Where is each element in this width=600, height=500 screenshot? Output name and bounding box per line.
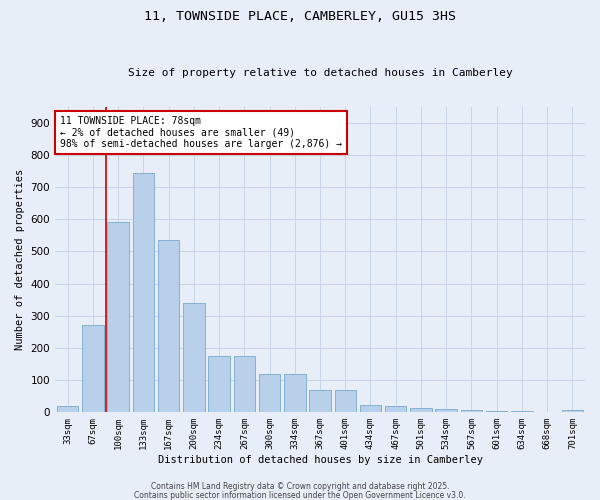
Bar [183,303,205,412]
Bar [436,409,457,412]
Text: Contains public sector information licensed under the Open Government Licence v3: Contains public sector information licen… [134,490,466,500]
Bar [284,374,305,412]
Bar [360,406,381,412]
Bar [208,356,230,412]
Text: Contains HM Land Registry data © Crown copyright and database right 2025.: Contains HM Land Registry data © Crown c… [151,482,449,491]
X-axis label: Distribution of detached houses by size in Camberley: Distribution of detached houses by size … [158,455,482,465]
Y-axis label: Number of detached properties: Number of detached properties [15,169,25,350]
Bar [385,406,406,412]
Bar [486,410,508,412]
Text: 11, TOWNSIDE PLACE, CAMBERLEY, GU15 3HS: 11, TOWNSIDE PLACE, CAMBERLEY, GU15 3HS [144,10,456,23]
Bar [259,374,280,412]
Bar [335,390,356,412]
Bar [461,410,482,412]
Bar [107,222,129,412]
Title: Size of property relative to detached houses in Camberley: Size of property relative to detached ho… [128,68,512,78]
Bar [57,406,79,412]
Bar [562,410,583,412]
Bar [158,240,179,412]
Bar [133,172,154,412]
Bar [233,356,255,412]
Bar [511,410,533,412]
Bar [82,326,104,412]
Bar [410,408,431,412]
Bar [309,390,331,412]
Text: 11 TOWNSIDE PLACE: 78sqm
← 2% of detached houses are smaller (49)
98% of semi-de: 11 TOWNSIDE PLACE: 78sqm ← 2% of detache… [61,116,343,149]
